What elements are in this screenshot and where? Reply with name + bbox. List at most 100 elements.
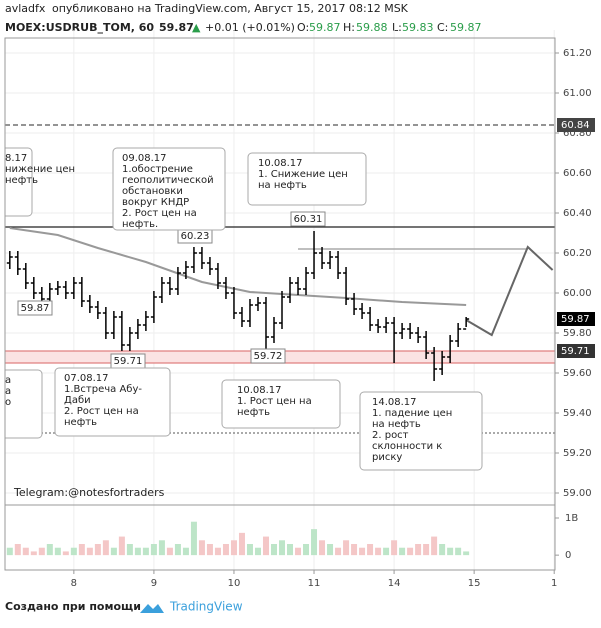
volume-bar: [455, 547, 462, 556]
y-tick-label: 59.60: [563, 368, 592, 379]
y-tick-label: 59.80: [563, 328, 592, 339]
y-tick-label: 60.00: [563, 288, 592, 299]
volume-bar: [70, 547, 77, 556]
volume-bar: [407, 547, 414, 556]
annotation-text: 10.08.17: [258, 158, 303, 169]
annotation-text: а: [5, 386, 11, 397]
axis-badge: [557, 312, 595, 326]
axis-badge-label: 59.87: [561, 314, 590, 325]
last-price: 59.87: [159, 21, 194, 34]
x-tick-label: 10: [228, 578, 241, 589]
annotation-text: 1. падение цен: [372, 408, 452, 419]
annotation-text: Даби: [64, 395, 91, 406]
volume-bar: [319, 540, 326, 556]
volume-bar: [46, 544, 53, 556]
h-label: H:: [343, 21, 355, 34]
annotation-text: 07.08.17: [64, 373, 109, 384]
change-arrow: ▲: [192, 21, 201, 34]
volume-bar: [86, 547, 93, 556]
annotation-text: 09.08.17: [122, 153, 167, 164]
annotation-text: 10.08.17: [237, 385, 282, 396]
volume-bar: [439, 544, 446, 556]
volume-bar: [375, 547, 382, 556]
volume-bar: [158, 540, 165, 556]
symbol: MOEX:USDRUB_TOM, 60: [5, 21, 154, 34]
published: опубликовано на TradingView.com, Август …: [52, 2, 409, 15]
annotation-box: [54, 367, 171, 437]
brand: TradingView: [169, 600, 243, 614]
volume-bar: [102, 540, 109, 556]
y-tick-label: 59.20: [563, 448, 592, 459]
volume-bar: [22, 547, 29, 556]
annotation-box: [247, 152, 367, 206]
x-tick-label: 15: [468, 578, 481, 589]
y-tick-label: 61.20: [563, 48, 592, 59]
low: 59.83: [402, 21, 434, 34]
volume-bar: [335, 547, 342, 556]
y-tick-label: 60.40: [563, 208, 592, 219]
annotation-text: нефть: [64, 417, 97, 428]
price-label-box: [290, 211, 326, 227]
volume-bar: [391, 540, 398, 556]
volume-bar: [230, 540, 237, 556]
annotation-box: [221, 379, 341, 429]
y-tick-label: 60.20: [563, 248, 592, 259]
volume-bar: [295, 547, 302, 556]
volume-bar: [54, 547, 61, 556]
price-label: 60.31: [294, 214, 323, 225]
volume-bar: [190, 521, 197, 556]
volume-bar: [142, 547, 149, 556]
brand-logo: [140, 604, 164, 613]
y-tick-label: 61.00: [563, 88, 592, 99]
annotation-text: склонности к: [372, 441, 442, 452]
price-label-box: [250, 348, 286, 364]
volume-bar: [214, 547, 221, 556]
annotation-box: [5, 369, 43, 439]
annotation-text: 1.Встреча Абу-: [64, 384, 142, 395]
volume-bar: [198, 540, 205, 556]
volume-bar: [30, 551, 37, 556]
volume-bar: [463, 551, 470, 556]
volume-bar: [303, 544, 310, 556]
annotation-text: 8.17: [5, 153, 27, 164]
annotation-text: нижение цен: [5, 164, 75, 175]
o-label: O:: [297, 21, 309, 34]
plot-frame: [4, 37, 556, 571]
axis-badge: [557, 118, 595, 132]
volume-bar: [6, 547, 13, 556]
c-label: C:: [437, 21, 448, 34]
y-tick-label: 59.40: [563, 408, 592, 419]
price-label: 59.72: [254, 351, 283, 362]
annotation-box: [112, 147, 226, 231]
axis-badge-label: 60.84: [561, 120, 590, 131]
volume-bar: [126, 544, 133, 556]
y-tick-label: 59.00: [563, 488, 592, 499]
price-label: 60.23: [181, 231, 210, 242]
volume-bar: [62, 551, 69, 556]
volume-bar: [110, 547, 117, 556]
volume-bar: [206, 544, 213, 556]
x-tick-label: 11: [308, 578, 321, 589]
volume-tick-label: 0: [565, 550, 571, 561]
volume-bar: [254, 547, 261, 556]
volume-bar: [431, 536, 438, 556]
change: +0.01 (+0.01%): [205, 21, 295, 34]
volume-bar: [343, 540, 350, 556]
volume-bar: [246, 544, 253, 556]
volume-bar: [38, 547, 45, 556]
volume-bar: [311, 529, 318, 556]
volume-bar: [14, 544, 21, 556]
close: 59.87: [450, 21, 482, 34]
volume-bar: [182, 547, 189, 556]
author: avladfx: [5, 2, 46, 15]
annotation-box: [5, 147, 33, 217]
volume-bar: [327, 544, 334, 556]
annotation-text: 2. Рост цен на: [122, 208, 197, 219]
volume-tick-label: 1B: [565, 513, 578, 524]
x-tick-label: 1: [551, 578, 557, 589]
x-tick-label: 8: [71, 578, 77, 589]
volume-bar: [270, 544, 277, 556]
